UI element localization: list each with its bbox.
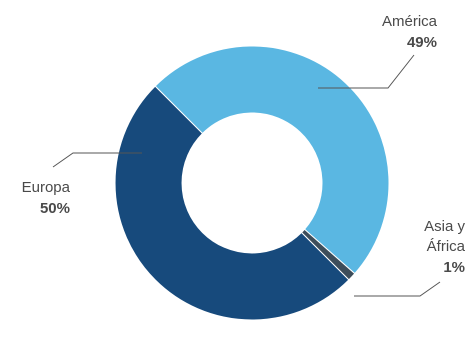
label-europa-value: 50% [40, 200, 70, 217]
slice-américa [154, 45, 390, 275]
label-asia-line1: Asia y [424, 218, 465, 235]
label-america-value: 49% [407, 34, 437, 51]
label-asia-line2: África [427, 238, 466, 255]
label-america-name: América [382, 13, 438, 30]
leader-line-america [318, 54, 415, 89]
leader-line-europa [52, 152, 142, 168]
slices-group [114, 45, 390, 321]
label-europa-name: Europa [22, 179, 71, 196]
label-asia-value: 1% [443, 259, 465, 276]
leader-line-asia-africa [354, 281, 441, 297]
